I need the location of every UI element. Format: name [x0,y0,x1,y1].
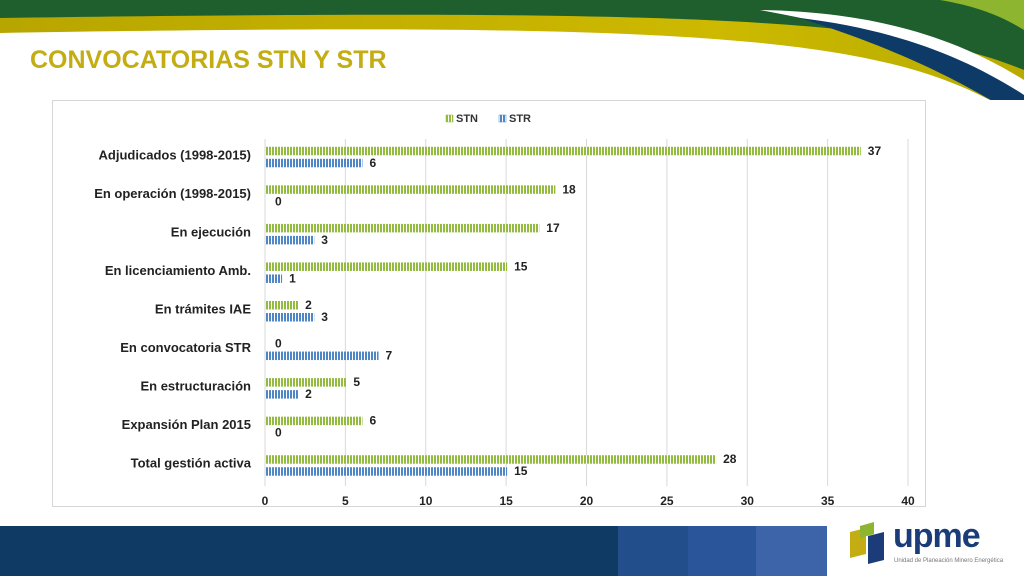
footer [0,526,1024,576]
data-label-stn: 5 [353,375,360,389]
data-label-stn: 18 [562,182,576,196]
data-label-str: 1 [289,271,296,285]
bar-stn [266,378,347,387]
data-label-stn: 6 [369,414,376,428]
x-tick-label: 25 [660,494,674,508]
header-green-band [0,0,1024,70]
data-label-stn: 37 [868,144,882,158]
bar-stn [266,455,717,464]
header-white-stripe [760,10,1024,100]
bar-str [266,235,315,245]
category-label: En operación (1998-2015) [94,186,251,201]
bar-str [266,313,315,322]
bar-stn [266,416,363,426]
header-yellow-band [0,0,1024,100]
bar-str [266,351,379,361]
header-navy-band [800,18,1024,100]
bar-stn [266,146,861,156]
category-label: Total gestión activa [131,456,252,471]
x-tick-label: 15 [499,494,513,508]
upme-logo-icon [850,522,884,564]
header-light-green-corner [940,0,1024,30]
data-label-str: 15 [514,464,528,478]
x-tick-label: 20 [580,494,594,508]
bar-str [266,390,299,399]
header-decoration [0,0,1024,100]
upme-logo-tagline: Unidad de Planeación Minero Energética [894,558,1004,564]
bar-str [266,158,363,168]
category-label: Adjudicados (1998-2015) [99,147,251,162]
footer-bar-blue-3 [756,526,827,576]
category-label: En ejecución [171,224,251,239]
data-label-str: 0 [275,194,282,208]
data-label-str: 7 [386,349,393,363]
x-tick-label: 5 [342,494,349,508]
upme-logo: upme [893,517,981,555]
legend-swatch-stn [445,114,454,123]
legend-label-str: STR [509,113,531,125]
bar-str [266,274,283,283]
chart-frame: 0 5 10 15 20 25 30 35 40 STN STR Adjudicados (1998-… [52,100,926,508]
bar-stn [266,301,299,310]
x-tick-label: 35 [821,494,835,508]
category-label: En convocatoria STR [120,340,251,355]
data-label-str: 3 [321,310,328,324]
data-label-stn: 2 [305,298,312,312]
x-tick-label: 10 [419,494,433,508]
category-label: En estructuración [140,379,251,394]
bar-str [266,467,508,476]
slide-title: CONVOCATORIAS STN Y STR [30,46,387,74]
data-label-stn: 28 [723,452,737,466]
bar-stn [266,262,508,271]
data-label-str: 2 [305,387,312,401]
data-label-stn: 0 [275,337,282,351]
data-label-stn: 15 [514,259,528,273]
category-label: Expansión Plan 2015 [122,417,251,432]
bar-stn [266,223,540,233]
data-label-str: 0 [275,426,282,440]
category-label: En trámites IAE [155,302,251,317]
data-label-stn: 17 [546,221,560,235]
data-label-str: 3 [321,233,328,247]
x-tick-label: 30 [741,494,755,508]
legend-label-stn: STN [456,113,478,125]
footer-bar-blue-1 [618,526,688,576]
legend-swatch-str [498,114,507,123]
bar-stn [266,185,556,194]
x-tick-label: 0 [262,494,269,508]
category-label: En licenciamiento Amb. [105,263,251,278]
footer-bar-navy [0,526,618,576]
x-tick-label: 40 [901,494,915,508]
footer-bar-blue-2 [688,526,756,576]
data-label-str: 6 [369,156,376,170]
